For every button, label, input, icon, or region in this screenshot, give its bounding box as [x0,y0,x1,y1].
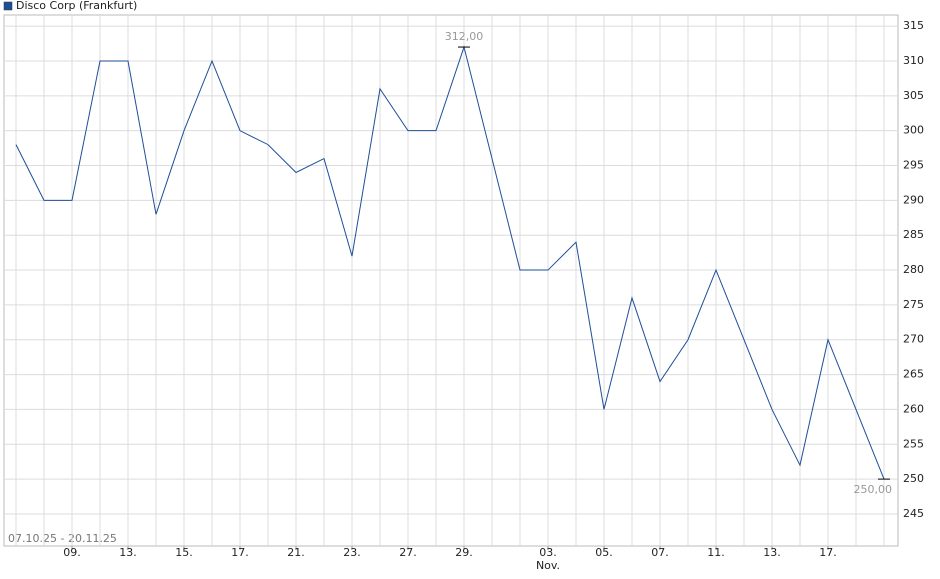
x-tick-label: 07. [651,546,669,559]
legend-label: Disco Corp (Frankfurt) [16,0,137,12]
y-tick-label: 270 [903,333,924,346]
y-tick-label: 255 [903,437,924,450]
x-tick-label: 17. [231,546,249,559]
x-tick-label: 27. [399,546,417,559]
x-tick-label: 29. [455,546,473,559]
value-label: 312,00 [445,30,484,43]
y-tick-label: 305 [903,89,924,102]
y-tick-label: 260 [903,402,924,415]
y-tick-label: 290 [903,193,924,206]
x-tick-label: 21. [287,546,305,559]
x-tick-label: 03. [539,546,557,559]
x-tick-label: 17. [819,546,837,559]
plot-area [3,14,899,547]
x-tick-label: 09. [63,546,81,559]
y-tick-label: 310 [903,54,924,67]
y-tick-label: 280 [903,263,924,276]
y-tick-label: 245 [903,507,924,520]
y-tick-label: 275 [903,298,924,311]
y-tick-label: 300 [903,124,924,137]
y-tick-label: 295 [903,159,924,172]
y-tick-label: 315 [903,19,924,32]
x-tick-label: 13. [763,546,781,559]
price-line [15,45,885,480]
month-label: Nov. [536,559,560,572]
y-tick-label: 265 [903,368,924,381]
x-tick-label: 13. [119,546,137,559]
date-range: 07.10.25 - 20.11.25 [8,532,117,545]
x-tick-label: 23. [343,546,361,559]
x-tick-label: 15. [175,546,193,559]
legend-swatch [3,1,13,11]
y-tick-label: 250 [903,472,924,485]
y-tick-label: 285 [903,228,924,241]
x-tick-label: 11. [707,546,725,559]
value-label: 250,00 [854,483,893,496]
x-tick-label: 05. [595,546,613,559]
